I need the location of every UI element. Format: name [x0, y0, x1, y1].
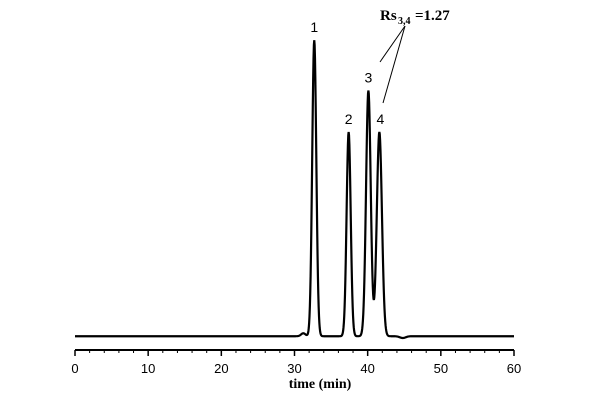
x-tick-label-40: 40 — [360, 361, 374, 376]
x-tick-label-0: 0 — [71, 361, 78, 376]
x-tick-label-10: 10 — [141, 361, 155, 376]
x-tick-label-20: 20 — [214, 361, 228, 376]
plot-layer — [75, 40, 514, 340]
peak-label-3: 3 — [364, 70, 372, 86]
peak-label-2: 2 — [345, 111, 353, 127]
x-tick-label-30: 30 — [287, 361, 301, 376]
chromatogram-trace — [75, 40, 514, 340]
x-tick-label-60: 60 — [507, 361, 521, 376]
x-axis-title: time (min) — [289, 377, 352, 392]
annotation-subscript: 3,4 — [398, 16, 411, 27]
annotation-main: Rs — [380, 8, 397, 24]
peak-labels: 1 2 3 4 — [310, 19, 384, 127]
peak-label-1: 1 — [310, 19, 318, 35]
resolution-annotation: Rs 3,4 =1.27 — [379, 8, 450, 104]
x-axis: 0 10 20 30 40 50 60 — [71, 349, 521, 376]
x-tick-label-50: 50 — [434, 361, 448, 376]
annotation-value: =1.27 — [415, 8, 450, 24]
peak-label-4: 4 — [376, 111, 384, 127]
annotation-pointer-line-b — [382, 25, 406, 104]
annotation-pointer-line-a — [379, 25, 406, 63]
